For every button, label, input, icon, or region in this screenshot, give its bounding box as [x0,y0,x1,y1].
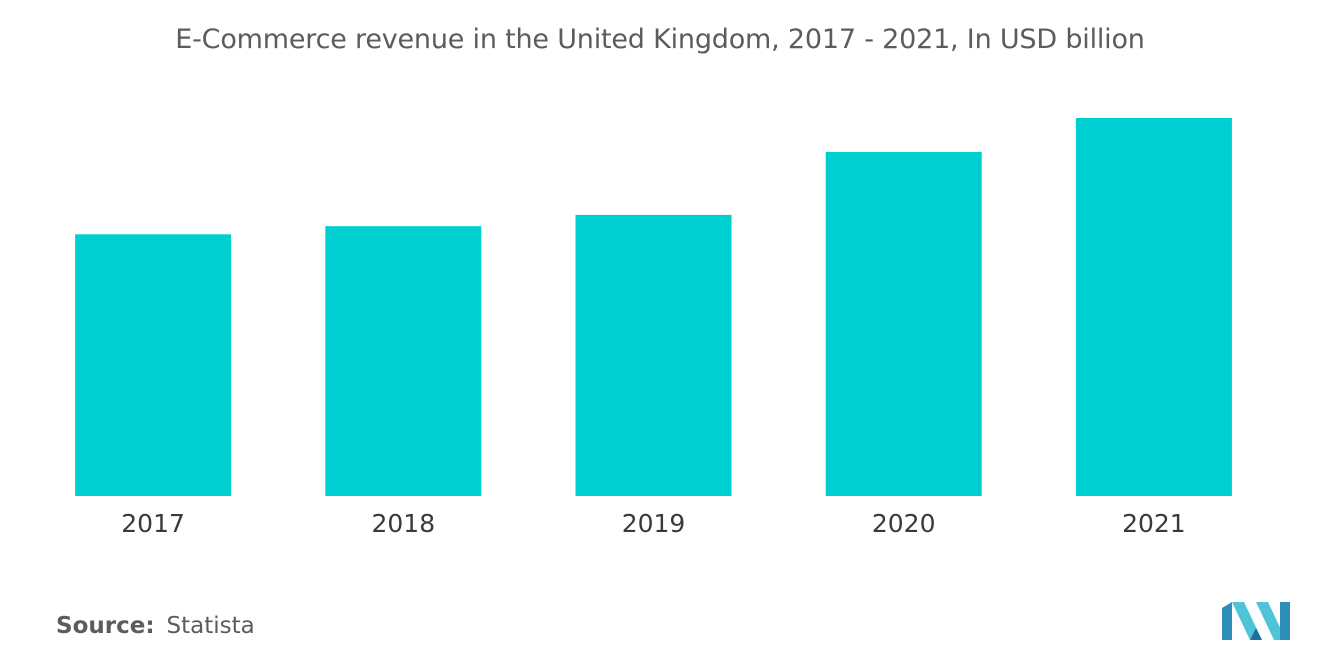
bar-2019 [575,214,732,496]
bar-2020 [825,151,982,496]
x-tick-label-2019: 2019 [622,509,686,538]
x-tick-label-2017: 2017 [121,509,185,538]
x-tick-label-2018: 2018 [371,509,435,538]
bar-2021 [1075,118,1232,496]
x-tick-label-2021: 2021 [1122,509,1186,538]
chart-title: E-Commerce revenue in the United Kingdom… [175,24,1145,55]
x-tick-label-2020: 2020 [872,509,936,538]
x-axis-ticks: 2017 2018 2019 2020 2021 [121,509,1185,538]
source-label: Source: [56,613,155,639]
bars-group [75,118,1232,497]
source-value: Statista [166,613,255,639]
bar-2018 [325,226,482,496]
mordor-intelligence-logo-icon [1222,602,1290,640]
source-note: Source: Statista [56,613,255,639]
bar-2017 [75,234,232,497]
